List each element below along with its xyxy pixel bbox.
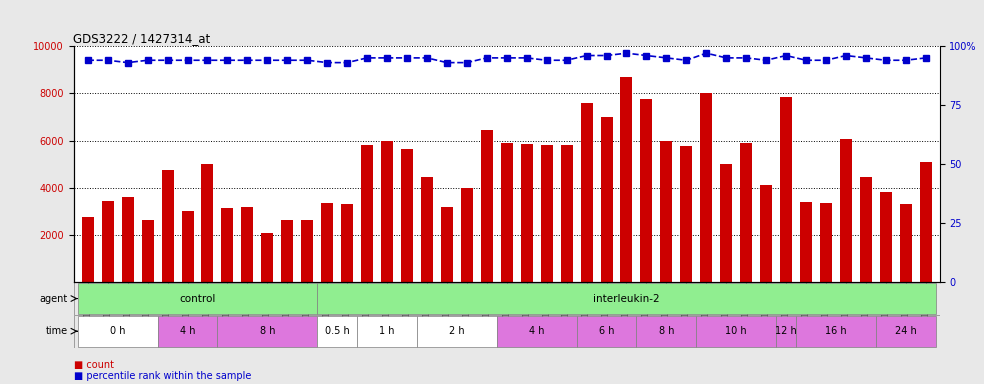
Text: 24 h: 24 h <box>894 326 917 336</box>
Bar <box>701 93 712 282</box>
Text: 0 h: 0 h <box>110 326 125 336</box>
Text: 16 h: 16 h <box>826 326 847 336</box>
Bar <box>899 204 912 282</box>
Bar <box>497 316 577 347</box>
Bar <box>840 139 852 282</box>
Bar <box>101 201 114 282</box>
Text: 0.5 h: 0.5 h <box>325 326 349 336</box>
Bar <box>680 146 693 282</box>
Text: 8 h: 8 h <box>260 326 276 336</box>
Bar <box>820 203 832 282</box>
Bar <box>621 77 633 282</box>
Bar <box>720 164 732 282</box>
Text: agent: agent <box>39 293 68 304</box>
Bar <box>161 170 173 282</box>
Bar <box>78 283 317 314</box>
Bar <box>581 103 592 282</box>
Bar <box>221 208 233 282</box>
Text: 1 h: 1 h <box>379 326 395 336</box>
Bar <box>317 316 357 347</box>
Bar <box>157 316 217 347</box>
Bar <box>880 192 892 282</box>
Text: 12 h: 12 h <box>775 326 797 336</box>
Bar <box>481 130 493 282</box>
Bar <box>241 207 253 282</box>
Text: 4 h: 4 h <box>180 326 195 336</box>
Bar <box>697 316 776 347</box>
Bar <box>860 177 872 282</box>
Text: 6 h: 6 h <box>599 326 614 336</box>
Bar <box>540 145 553 282</box>
Bar <box>361 145 373 282</box>
Bar <box>122 197 134 282</box>
Bar <box>740 143 752 282</box>
Bar <box>776 316 796 347</box>
Bar <box>800 202 812 282</box>
Bar <box>202 164 214 282</box>
Bar <box>301 220 313 282</box>
Bar <box>357 316 417 347</box>
Bar <box>417 316 497 347</box>
Bar <box>521 144 532 282</box>
Bar <box>577 316 637 347</box>
Bar <box>501 143 513 282</box>
Bar <box>796 316 876 347</box>
Bar <box>421 177 433 282</box>
Bar <box>82 217 93 282</box>
Bar <box>780 97 792 282</box>
Bar <box>381 141 393 282</box>
Bar <box>561 145 573 282</box>
Bar <box>142 220 154 282</box>
Bar <box>262 233 274 282</box>
Text: 4 h: 4 h <box>529 326 544 336</box>
Text: control: control <box>179 293 215 304</box>
Bar <box>441 207 453 282</box>
Bar <box>217 316 317 347</box>
Text: GDS3222 / 1427314_at: GDS3222 / 1427314_at <box>73 32 211 45</box>
Bar <box>761 185 772 282</box>
Bar <box>600 117 612 282</box>
Bar <box>281 220 293 282</box>
Bar <box>641 99 652 282</box>
Bar <box>78 316 157 347</box>
Bar <box>321 203 334 282</box>
Bar <box>401 149 413 282</box>
Text: time: time <box>45 326 68 336</box>
Bar <box>660 141 672 282</box>
Bar <box>461 188 473 282</box>
Bar <box>341 204 353 282</box>
Bar <box>317 283 936 314</box>
Text: 10 h: 10 h <box>725 326 747 336</box>
Text: 2 h: 2 h <box>449 326 464 336</box>
Text: ■ percentile rank within the sample: ■ percentile rank within the sample <box>74 371 251 381</box>
Bar <box>181 211 194 282</box>
Text: ■ count: ■ count <box>74 360 114 370</box>
Bar <box>637 316 697 347</box>
Text: 8 h: 8 h <box>658 326 674 336</box>
Bar <box>920 162 932 282</box>
Text: interleukin-2: interleukin-2 <box>593 293 660 304</box>
Bar <box>876 316 936 347</box>
